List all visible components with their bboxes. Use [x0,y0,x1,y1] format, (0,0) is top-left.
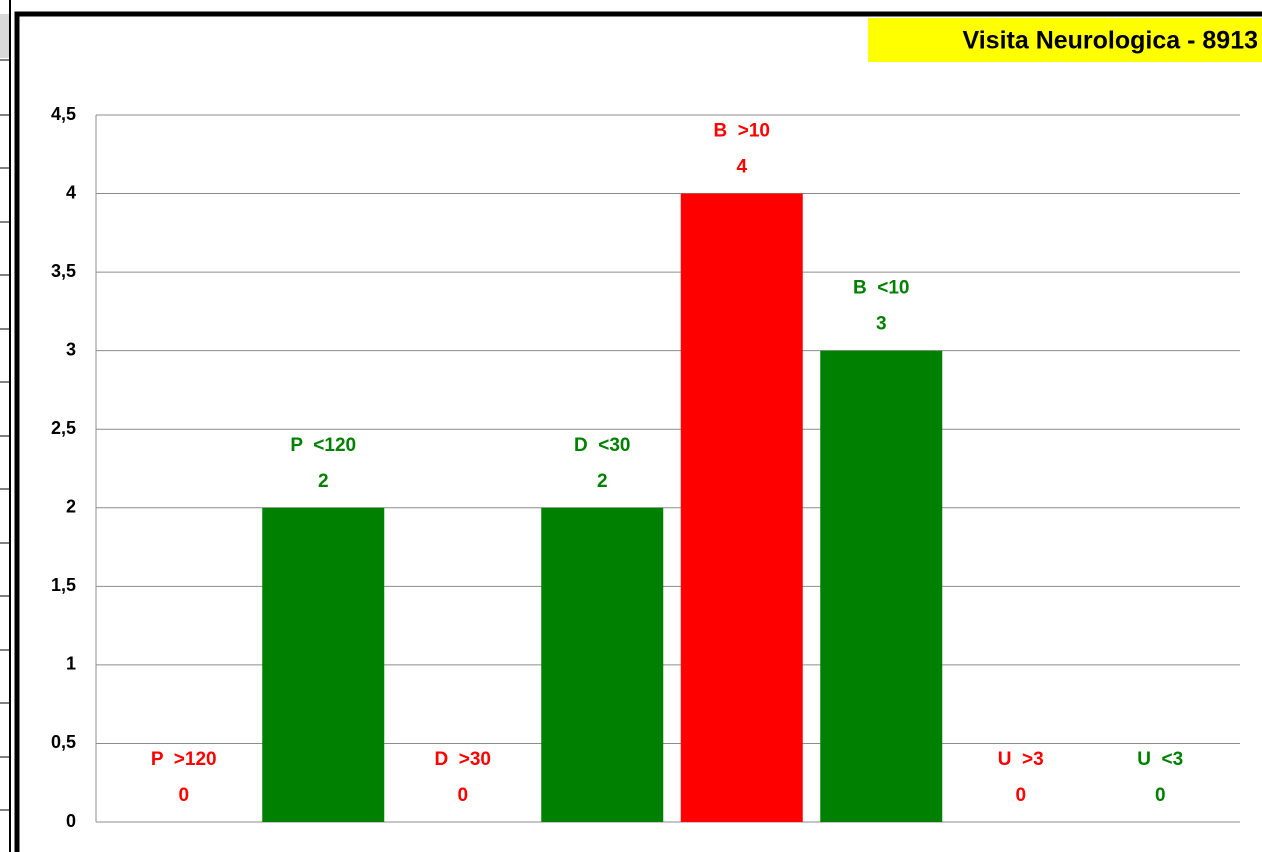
value-label: 0 [1015,785,1026,806]
category-label: B <10 [853,278,910,299]
value-label: 3 [876,314,887,335]
value-label: 4 [736,157,747,178]
bar [680,193,803,823]
category-label: U <3 [1137,749,1183,770]
y-tick-label: 2,5 [51,418,76,438]
category-label: D <30 [574,435,631,456]
category-label: B >10 [713,121,770,142]
y-tick-label: 1 [66,654,76,674]
y-tick-label: 3,5 [51,261,76,281]
y-tick-label: 2 [66,497,76,517]
value-label: 2 [318,471,329,492]
category-label: U >3 [998,749,1044,770]
side-panel-header [0,14,10,58]
bar [820,350,943,822]
category-label: D >30 [434,749,491,770]
bar [262,507,385,822]
category-label: P >120 [151,749,217,770]
side-panel-rows [0,59,10,811]
value-label: 0 [457,785,468,806]
y-tick-label: 3 [66,339,76,359]
y-tick-label: 4,5 [51,104,76,124]
y-tick-label: 0 [66,811,76,831]
title-box [868,18,1262,62]
value-label: 0 [1155,785,1166,806]
bar [541,507,664,822]
y-tick-label: 1,5 [51,575,76,595]
chart-title: Visita Neurologica - 8913 [963,27,1259,55]
y-tick-label: 4 [66,182,76,202]
value-label: 0 [178,785,189,806]
value-label: 2 [597,471,608,492]
y-tick-label: 0,5 [51,732,76,752]
category-label: P <120 [290,435,356,456]
